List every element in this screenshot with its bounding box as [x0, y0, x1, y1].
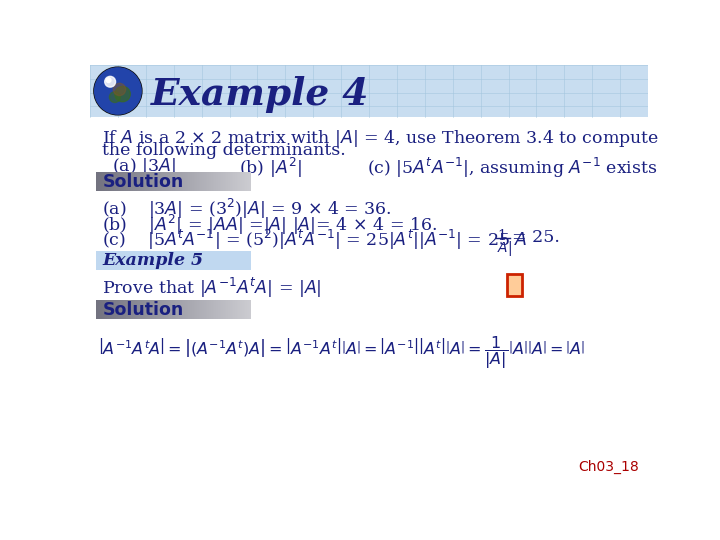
- Text: If $A$ is a 2 $\times$ 2 matrix with |$A$| = 4, use Theorem 3.4 to compute: If $A$ is a 2 $\times$ 2 matrix with |$A…: [102, 128, 660, 149]
- Circle shape: [114, 86, 130, 102]
- Text: Ch03_18: Ch03_18: [578, 460, 639, 475]
- Text: $\left|A^{-1}A^t A\right| = \left|(A^{-1}A^t)A\right| = \left|A^{-1}A^t\right|\l: $\left|A^{-1}A^t A\right| = \left|(A^{-1…: [98, 334, 585, 372]
- Text: Example 5: Example 5: [102, 252, 204, 269]
- Text: Prove that |$A^{-1}A^tA$| = |$A$|: Prove that |$A^{-1}A^tA$| = |$A$|: [102, 276, 322, 300]
- Text: (a)    |3$A$| = (3$^2$)|$A$| = 9 $\times$ 4 = 36.: (a) |3$A$| = (3$^2$)|$A$| = 9 $\times$ 4…: [102, 197, 392, 221]
- Circle shape: [94, 68, 141, 114]
- FancyBboxPatch shape: [507, 274, 523, 296]
- Text: 1: 1: [498, 229, 507, 243]
- Circle shape: [94, 67, 142, 115]
- Text: Example 4: Example 4: [150, 76, 369, 112]
- Text: (c) |5$A^tA^{-1}$|, assuming $A^{-1}$ exists: (c) |5$A^tA^{-1}$|, assuming $A^{-1}$ ex…: [367, 156, 658, 180]
- Circle shape: [113, 83, 126, 96]
- Text: = 25.: = 25.: [512, 229, 559, 246]
- Text: (a) |3$A$|: (a) |3$A$|: [112, 156, 176, 177]
- Text: Solution: Solution: [102, 301, 184, 319]
- Text: $A$|: $A$|: [497, 239, 512, 258]
- Bar: [90, 65, 648, 117]
- Text: (b) |$A^2$|: (b) |$A^2$|: [239, 156, 302, 180]
- Circle shape: [104, 76, 116, 87]
- Text: (c)    |5$A^tA^{-1}$| = (5$^2$)|$A^tA^{-1}$| = 25|$A^t$||$A^{-1}$| = 25 $A$: (c) |5$A^tA^{-1}$| = (5$^2$)|$A^tA^{-1}$…: [102, 228, 528, 252]
- Text: the following determinants.: the following determinants.: [102, 142, 346, 159]
- Text: (b)    |$A^2$| = |$AA$| =|$A$| |$A$|= 4 $\times$ 4 = 16.: (b) |$A^2$| = |$AA$| =|$A$| |$A$|= 4 $\t…: [102, 213, 438, 237]
- Circle shape: [109, 92, 120, 103]
- Bar: [96, 251, 251, 269]
- Text: Solution: Solution: [102, 173, 184, 191]
- Circle shape: [107, 78, 111, 83]
